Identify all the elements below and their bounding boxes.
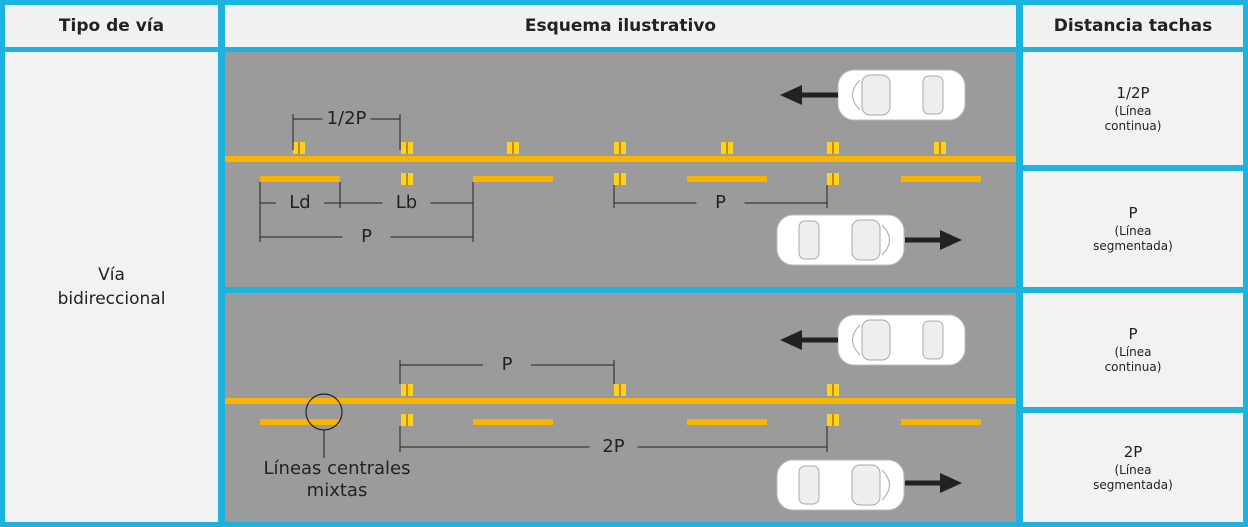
car-window: [861, 319, 891, 361]
lane-dash: [901, 176, 981, 182]
header-text: Tipo de vía: [58, 16, 165, 36]
distance-cell: P (Línea continua): [1023, 293, 1243, 407]
distance-value: 1/2P: [1116, 83, 1150, 102]
direction-arrowhead: [940, 473, 962, 493]
dimension-label: Lb: [396, 192, 417, 213]
dimension-label: P: [361, 226, 372, 247]
lane-dash: [473, 176, 553, 182]
car: [776, 459, 905, 511]
car-window: [798, 465, 820, 505]
car: [837, 314, 966, 366]
car-window: [861, 74, 891, 116]
distance-note: (Línea segmentada): [1093, 224, 1173, 253]
dimension-label: P: [715, 192, 726, 213]
distance-cell: P (Línea segmentada): [1023, 171, 1243, 287]
center-line: [225, 398, 1016, 404]
road-type: Vía bidireccional: [57, 265, 166, 309]
distance-note: (Línea segmentada): [1093, 462, 1173, 492]
distance-cell: 1/2P (Línea continua): [1023, 52, 1243, 165]
header-cell: Distancia tachas: [1023, 5, 1243, 47]
car: [776, 214, 905, 266]
direction-arrowhead: [780, 330, 802, 350]
car-body: [837, 314, 966, 366]
dimension-label: P: [502, 354, 513, 375]
car-window: [922, 320, 944, 360]
car-body: [837, 69, 966, 121]
car-body: [776, 459, 905, 511]
lane-dash: [260, 419, 340, 425]
car-hood-line: [852, 79, 861, 111]
car-window: [922, 75, 944, 115]
header-cell: Esquema ilustrativo: [225, 5, 1016, 47]
car-hood-line: [881, 224, 890, 256]
distance-value: P: [1128, 204, 1138, 222]
road-type-cell: Vía bidireccional: [5, 52, 218, 522]
distance-note: (Línea continua): [1104, 345, 1162, 374]
car-window: [798, 220, 820, 260]
car-hood-line: [852, 324, 861, 356]
car-window: [851, 219, 881, 261]
dimension-label: Ld: [289, 192, 310, 213]
lane-dash: [260, 176, 340, 182]
distance-value: 2P: [1123, 442, 1143, 461]
car-window: [851, 464, 881, 506]
center-line: [225, 156, 1016, 162]
distance-cell: 2P (Línea segmentada): [1023, 413, 1243, 522]
car-hood-line: [881, 469, 890, 501]
header-cell: Tipo de vía: [5, 5, 218, 47]
distance-value: P: [1128, 325, 1138, 343]
header-text: Esquema ilustrativo: [524, 16, 717, 36]
distance-note: (Línea continua): [1104, 103, 1162, 133]
lane-dash: [901, 419, 981, 425]
direction-arrowhead: [780, 85, 802, 105]
car-body: [776, 214, 905, 266]
header-text: Distancia tachas: [1053, 16, 1213, 36]
lane-dash: [473, 419, 553, 425]
annotation: Líneas centrales mixtas: [263, 458, 411, 501]
lane-dash: [687, 419, 767, 425]
car: [837, 69, 966, 121]
dimension-label: 2P: [602, 436, 624, 457]
dimension-label: 1/2P: [327, 108, 367, 129]
lane-dash: [687, 176, 767, 182]
direction-arrowhead: [940, 230, 962, 250]
